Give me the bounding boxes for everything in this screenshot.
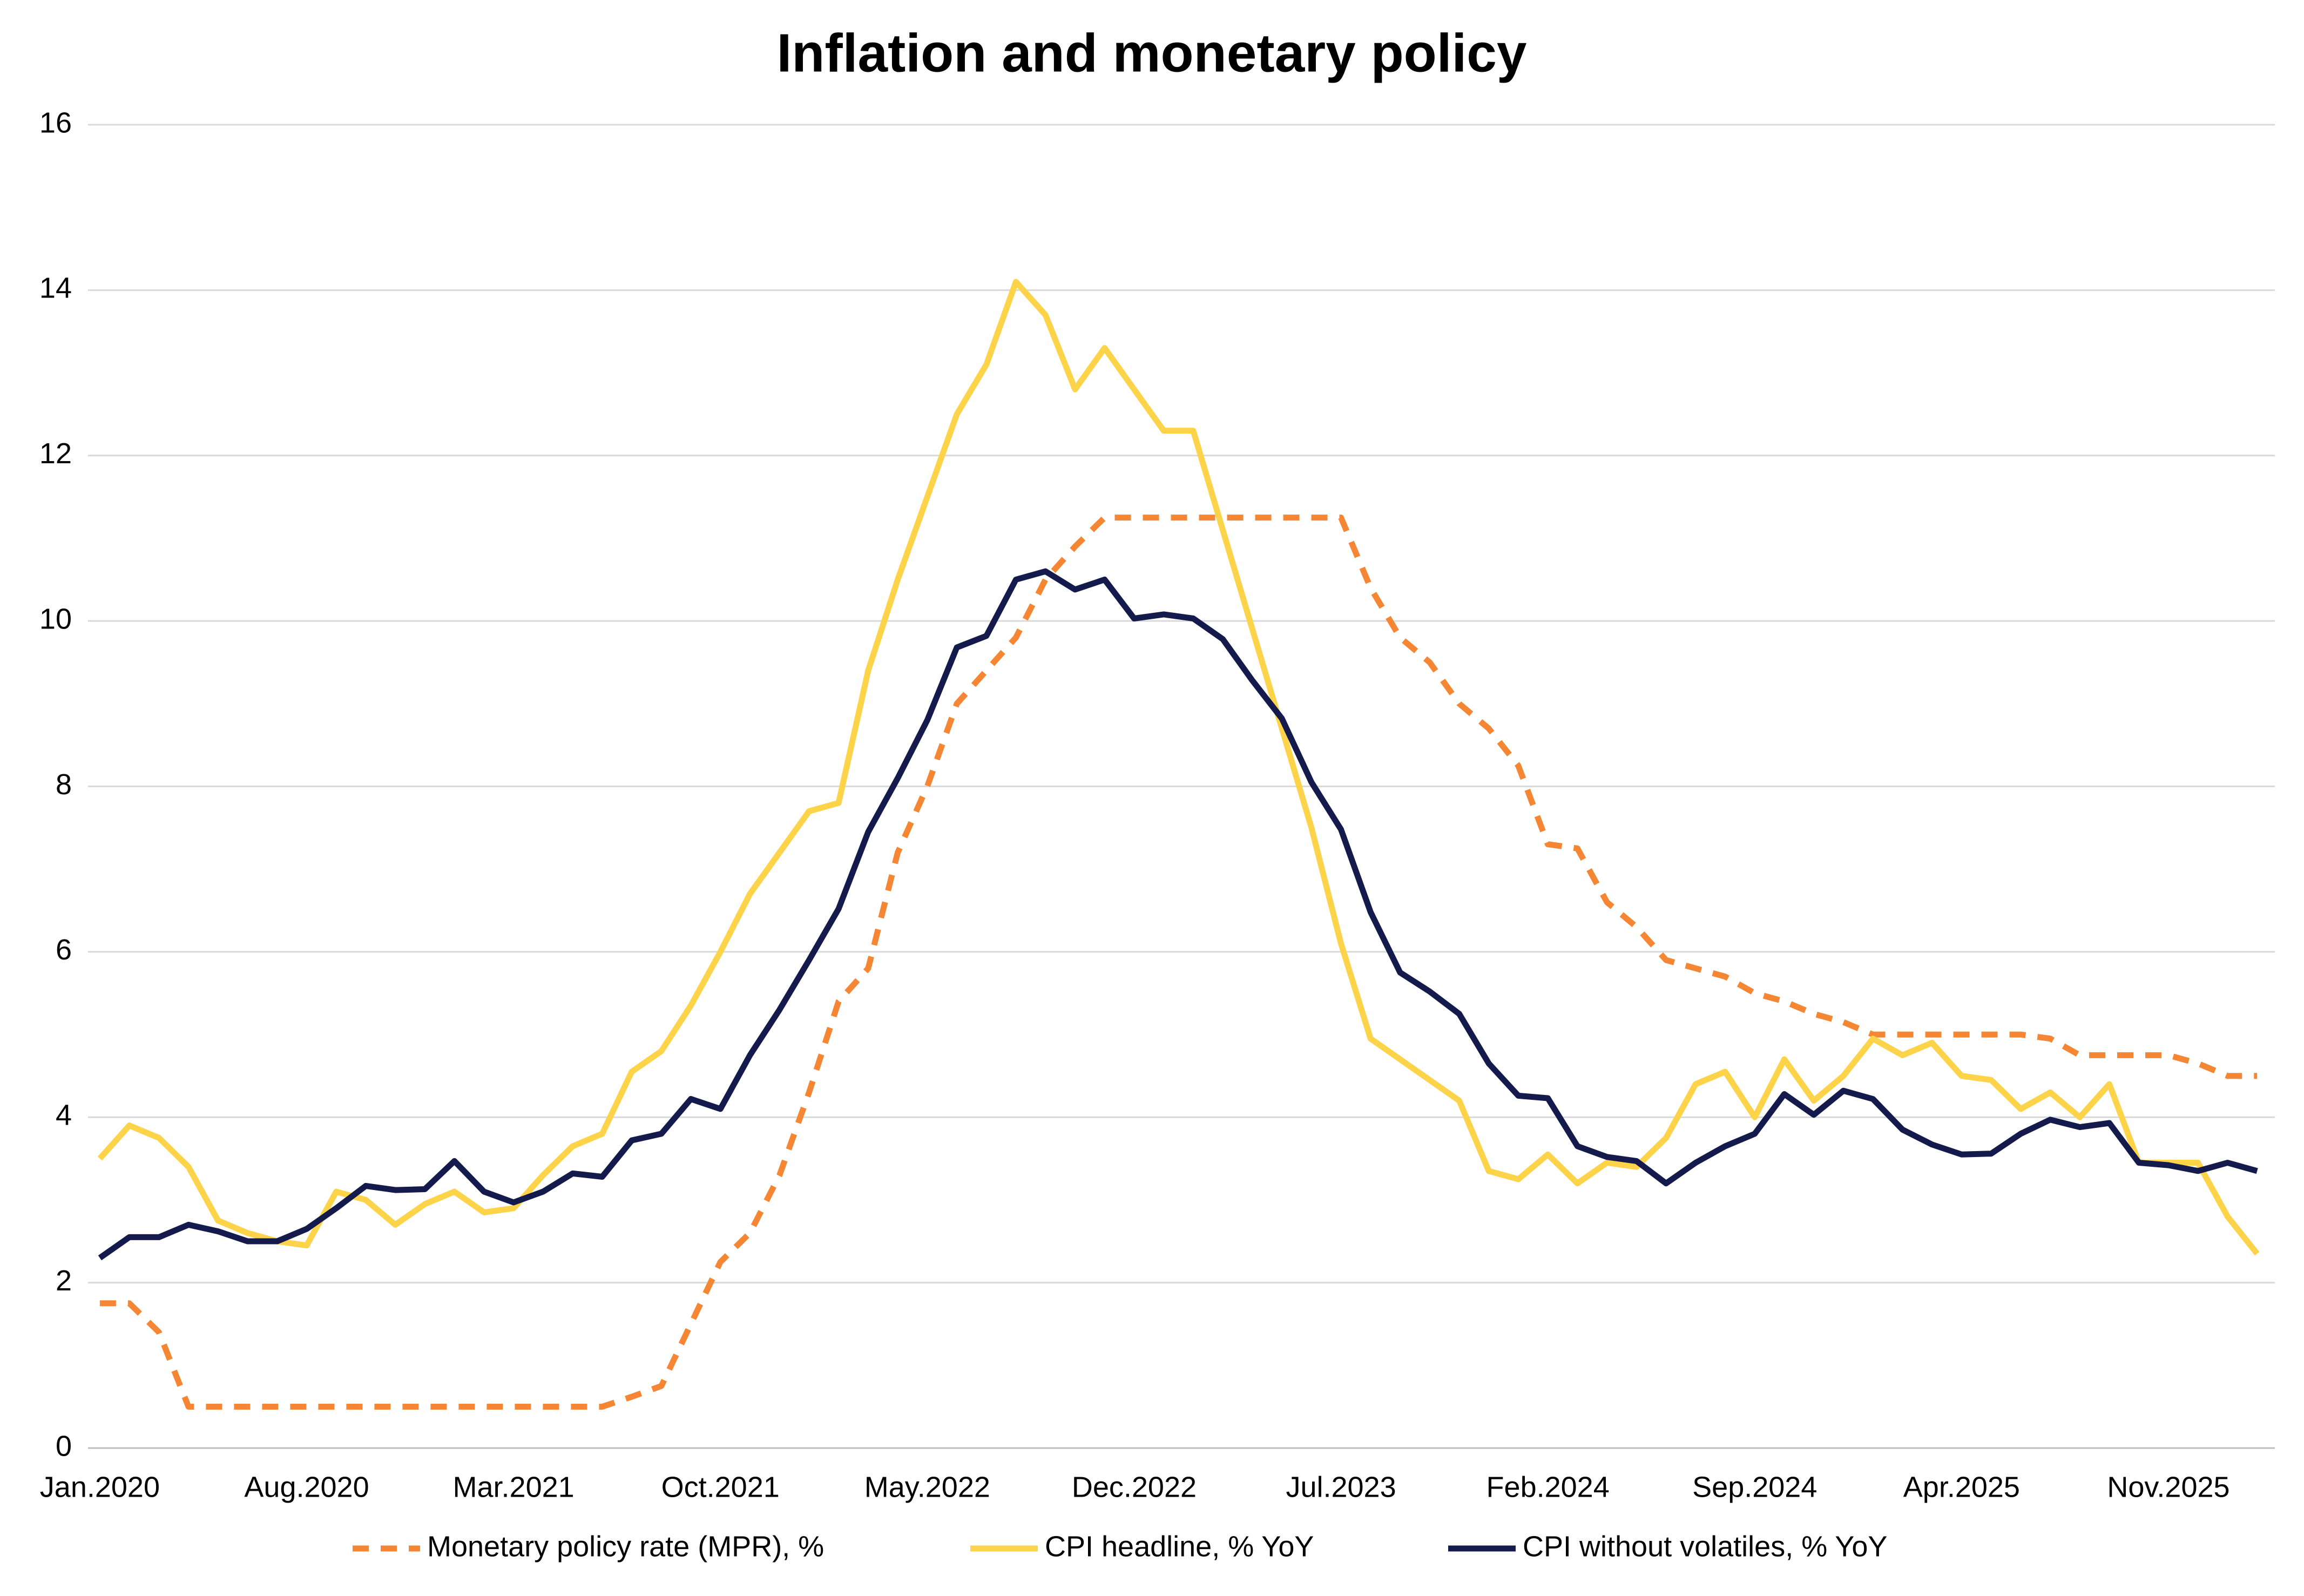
x-tick-label: Dec.2022 [1072, 1471, 1197, 1503]
y-tick-label: 6 [56, 934, 72, 966]
x-tick-label: Sep.2024 [1692, 1471, 1817, 1503]
x-tick-label: Apr.2025 [1903, 1471, 2020, 1503]
y-tick-label: 12 [39, 437, 72, 470]
y-tick-label: 0 [56, 1430, 72, 1462]
legend-label: CPI headline, % YoY [1045, 1530, 1314, 1563]
y-tick-label: 2 [56, 1264, 72, 1297]
x-tick-label: Jul.2023 [1286, 1471, 1396, 1503]
y-tick-label: 10 [39, 603, 72, 635]
x-tick-label: Feb.2024 [1487, 1471, 1610, 1503]
y-tick-label: 4 [56, 1099, 72, 1132]
series-line [97, 279, 2260, 1256]
legend-label: CPI without volatiles, % YoY [1523, 1530, 1887, 1563]
x-tick-label: Jan.2020 [40, 1471, 160, 1503]
x-tick-label: Mar.2021 [453, 1471, 575, 1503]
series-line [99, 515, 2258, 1410]
legend-label: Monetary policy rate (MPR), % [427, 1530, 824, 1563]
y-tick-label: 8 [56, 768, 72, 801]
x-tick-label: Aug.2020 [244, 1471, 369, 1503]
x-tick-label: Nov.2025 [2107, 1471, 2229, 1503]
y-tick-label: 16 [39, 106, 72, 139]
series-line [98, 568, 2258, 1261]
y-tick-label: 14 [39, 272, 72, 305]
chart-title: Inflation and monetary policy [776, 23, 1526, 83]
x-tick-label: May.2022 [864, 1471, 990, 1503]
x-tick-label: Oct.2021 [661, 1471, 780, 1503]
